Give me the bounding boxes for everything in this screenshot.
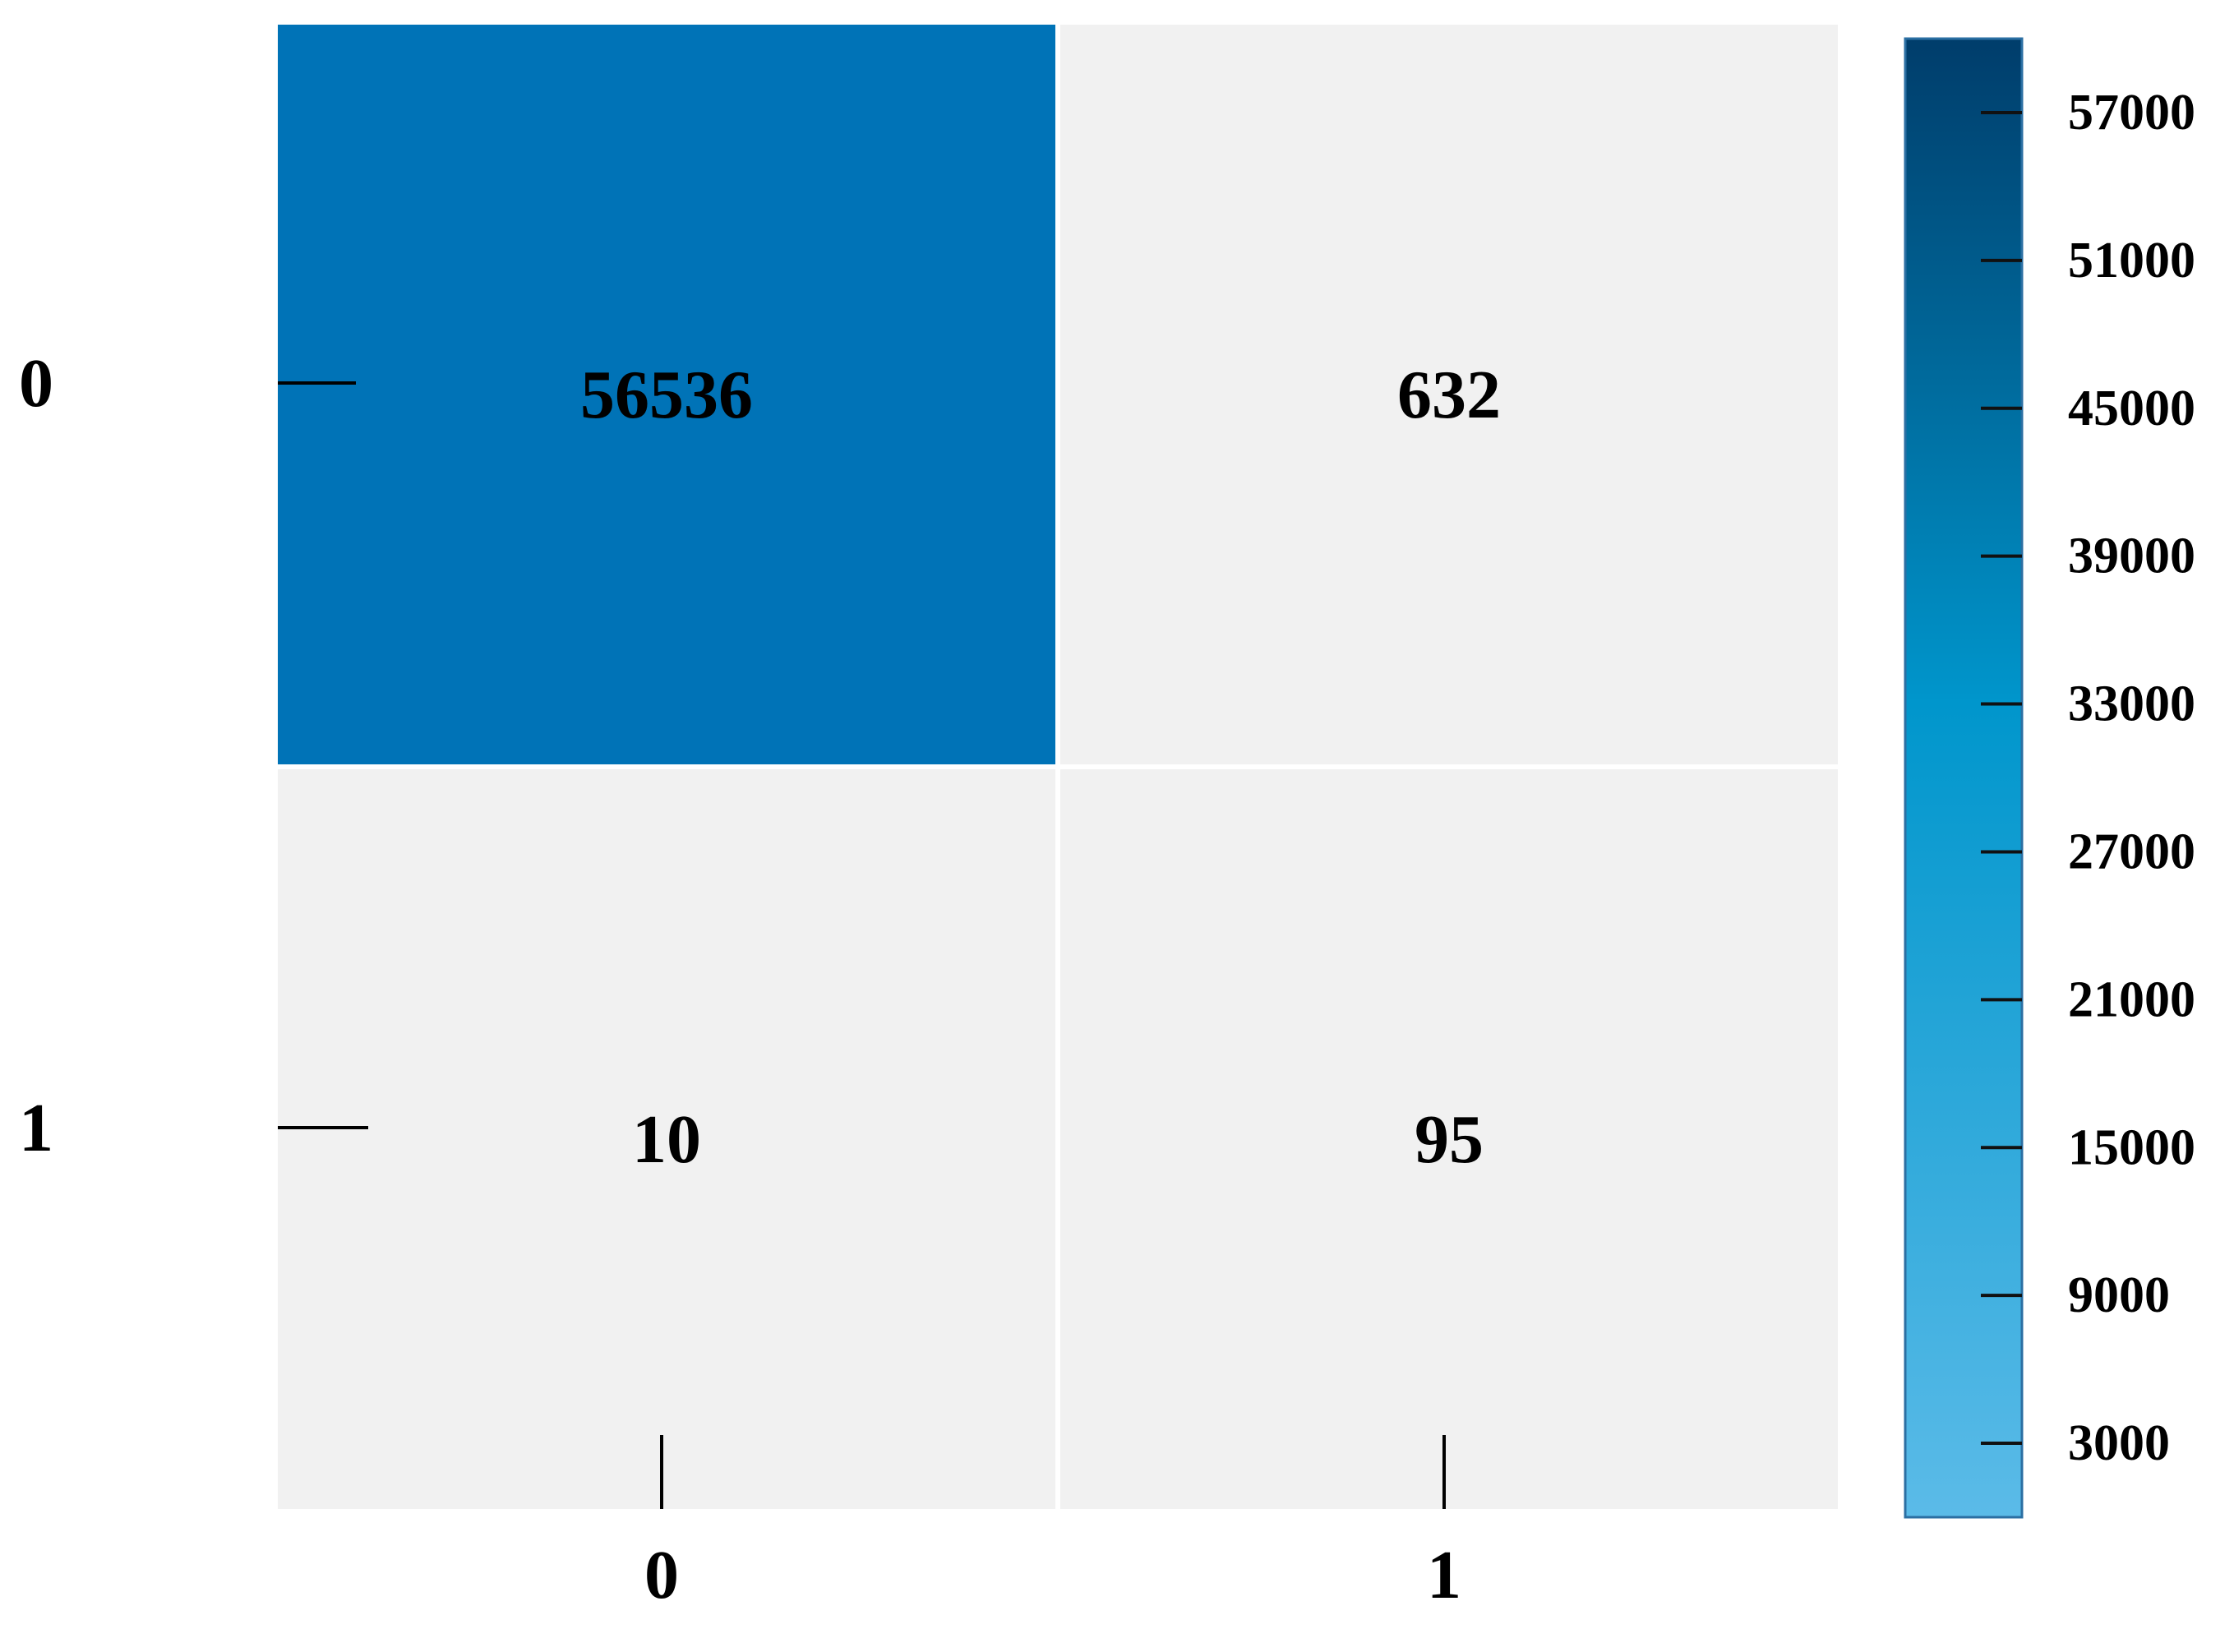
colorbar-tick-label-9000: 9000 xyxy=(2068,1267,2170,1323)
colorbar-tick-label-21000: 21000 xyxy=(2068,971,2195,1027)
cell-value-label-r1-c0: 10 xyxy=(632,1101,701,1178)
cell-value-label-r1-c1: 95 xyxy=(1415,1101,1484,1178)
colorbar-tick-label-15000: 15000 xyxy=(2068,1119,2195,1175)
colorbar-tick-label-57000: 57000 xyxy=(2068,85,2195,141)
colorbar-gradient xyxy=(1904,37,2024,1519)
colorbar-tick-label-45000: 45000 xyxy=(2068,381,2195,436)
heatmap-cell-r1-c0 xyxy=(278,769,1055,1509)
cell-value-label-r0-c0: 56536 xyxy=(580,357,753,433)
colorbar-tick-label-33000: 33000 xyxy=(2068,676,2195,732)
heatmap-cell-r1-c1 xyxy=(1060,769,1838,1509)
heatmap-axes: 010 1 xyxy=(19,345,1461,1613)
y-tick-label-1: 1 xyxy=(19,1090,53,1166)
cell-value-label-r0-c1: 632 xyxy=(1397,357,1501,433)
colorbar-tick-label-27000: 27000 xyxy=(2068,824,2195,879)
colorbar-tick-label-39000: 39000 xyxy=(2068,528,2195,584)
x-tick-label-1: 1 xyxy=(1427,1537,1461,1613)
y-tick-label-0: 0 xyxy=(19,345,53,422)
heatmap-cell-r0-c1 xyxy=(1060,25,1838,764)
colorbar-tick-label-3000: 3000 xyxy=(2068,1415,2170,1471)
heatmap-cell-r0-c0 xyxy=(278,25,1055,764)
heatmap-cells xyxy=(278,25,1838,1509)
heatmap-cell-labels: 56536 632 10 95 xyxy=(580,357,1501,1178)
colorbar: 3000 9000 15000 21000 27000 33000 39000 45000 51… xyxy=(1904,37,2195,1519)
x-tick-label-0: 0 xyxy=(644,1537,679,1613)
colorbar-tick-label-51000: 51000 xyxy=(2068,233,2195,288)
